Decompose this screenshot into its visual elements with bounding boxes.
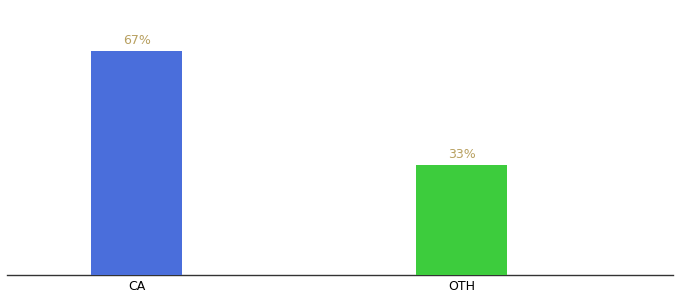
Text: 67%: 67% — [123, 34, 151, 47]
Bar — [416, 164, 507, 275]
Bar — [91, 50, 182, 275]
Text: 33%: 33% — [448, 148, 476, 161]
